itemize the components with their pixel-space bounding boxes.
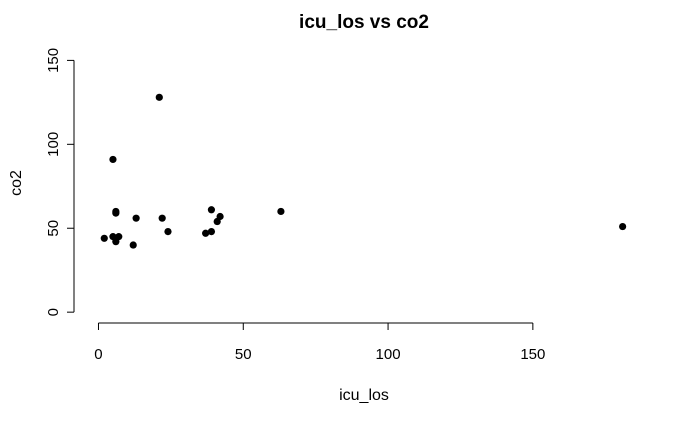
data-point xyxy=(100,234,108,242)
x-tick-label: 100 xyxy=(376,346,401,363)
y-axis: 0 50 100 150 xyxy=(45,48,75,316)
y-tick-label: 100 xyxy=(45,132,62,157)
data-point xyxy=(132,214,140,222)
data-point xyxy=(164,227,172,236)
data-point xyxy=(109,155,117,164)
y-tick-label: 150 xyxy=(45,48,62,73)
x-tick-label: 50 xyxy=(235,346,252,363)
data-point xyxy=(216,212,224,221)
x-tick-label: 150 xyxy=(520,346,545,363)
y-axis-label: co2 xyxy=(8,170,25,196)
data-point xyxy=(129,241,137,249)
data-point xyxy=(207,206,216,214)
data-point xyxy=(277,207,285,216)
data-points xyxy=(100,93,627,249)
x-axis: 0 50 100 150 xyxy=(94,322,545,363)
data-point xyxy=(207,227,216,236)
data-point xyxy=(619,222,627,231)
data-point xyxy=(158,214,166,222)
data-point xyxy=(202,229,210,237)
data-point xyxy=(155,93,163,101)
data-point xyxy=(115,233,123,241)
chart-title: icu_los vs co2 xyxy=(299,12,429,33)
y-tick-label: 50 xyxy=(45,220,62,237)
x-tick-label: 0 xyxy=(94,346,102,363)
y-tick-label: 0 xyxy=(45,308,62,316)
x-axis-label: icu_los xyxy=(339,387,389,404)
data-point xyxy=(112,207,120,216)
